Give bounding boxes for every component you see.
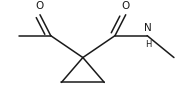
Text: N: N <box>144 23 152 33</box>
Text: O: O <box>36 1 44 11</box>
Text: H: H <box>145 40 151 49</box>
Text: O: O <box>122 1 130 11</box>
